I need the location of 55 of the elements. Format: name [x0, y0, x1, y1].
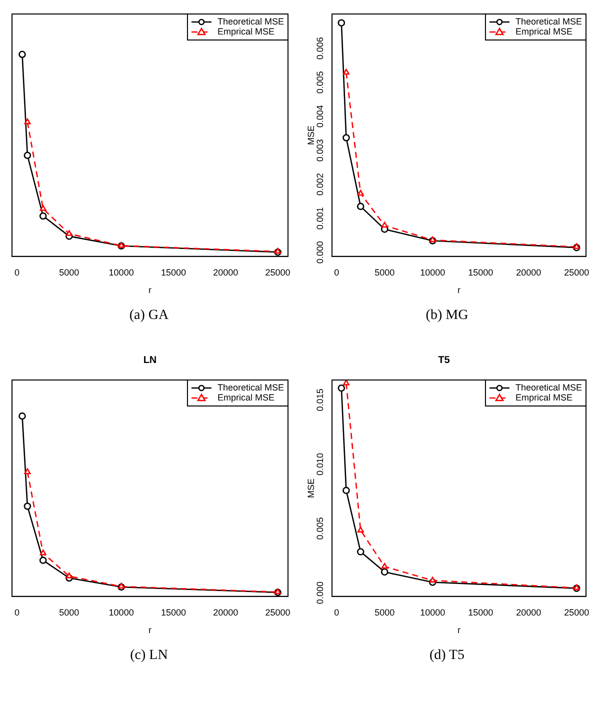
y-tick-label: 0.006	[314, 37, 325, 60]
x-tick-label: 5000	[59, 267, 80, 278]
x-axis-title: r	[458, 285, 460, 296]
legend-label: Emprical MSE	[217, 26, 274, 36]
chart-title: LN	[143, 354, 157, 366]
y-tick-label: 0.015	[314, 388, 325, 412]
legend-label: Theoretical MSE	[217, 382, 284, 392]
y-tick-label: 0.002	[314, 173, 325, 196]
legend-label: Emprical MSE	[515, 392, 572, 402]
x-tick-label: 15000	[468, 607, 494, 618]
x-tick-label: 10000	[420, 607, 446, 618]
x-tick-label: 5000	[374, 267, 395, 278]
x-axis-title: r	[148, 285, 152, 296]
x-tick-label: 0	[14, 267, 20, 278]
y-tick-label: 0.000	[314, 582, 325, 604]
x-tick-label: 15000	[160, 267, 186, 278]
x-tick-label: 20000	[213, 267, 238, 278]
chart-title: T5	[438, 354, 450, 366]
y-tick-label: 0.010	[314, 452, 325, 476]
x-tick-label: 0	[14, 607, 20, 618]
x-tick-label: 10000	[108, 267, 134, 278]
x-tick-label: 5000	[374, 607, 395, 618]
x-axis-title: r	[148, 625, 152, 636]
y-axis-title: MSE	[306, 478, 316, 498]
x-tick-label: 20000	[213, 607, 238, 618]
y-tick-label: 0.000	[314, 241, 325, 264]
x-tick-label: 5000	[59, 607, 80, 618]
x-tick-label: 10000	[108, 607, 134, 618]
legend-label: Theoretical MSE	[515, 16, 582, 26]
text: (c) LN	[129, 648, 169, 664]
y-tick-label: 0.001	[314, 207, 325, 230]
y-axis-title: MSE	[306, 125, 316, 145]
legend-label: Theoretical MSE	[515, 382, 582, 392]
y-tick-label: 0.003	[314, 139, 325, 162]
x-tick-label: 10000	[420, 267, 446, 278]
x-tick-label: 25000	[265, 267, 290, 278]
x-tick-label: 20000	[516, 607, 542, 618]
x-tick-label: 25000	[564, 267, 590, 278]
legend-label: Emprical MSE	[515, 26, 572, 36]
legend-label: Emprical MSE	[217, 392, 274, 402]
y-tick-label: 0.004	[314, 105, 325, 128]
x-tick-label: 0	[334, 267, 340, 278]
x-tick-label: 25000	[564, 607, 590, 618]
x-tick-label: 0	[334, 607, 340, 618]
text: (a) GA	[128, 308, 170, 324]
y-tick-label: 0.005	[314, 517, 325, 540]
text: (d) T5	[428, 648, 466, 664]
x-tick-label: 20000	[516, 267, 542, 278]
y-tick-label: 0.005	[314, 71, 325, 94]
text: (b) MG	[424, 308, 470, 324]
x-tick-label: 15000	[160, 607, 186, 618]
x-tick-label: 15000	[468, 267, 494, 278]
x-tick-label: 25000	[265, 607, 290, 618]
x-axis-title: r	[458, 625, 460, 636]
legend-label: Theoretical MSE	[217, 16, 284, 26]
